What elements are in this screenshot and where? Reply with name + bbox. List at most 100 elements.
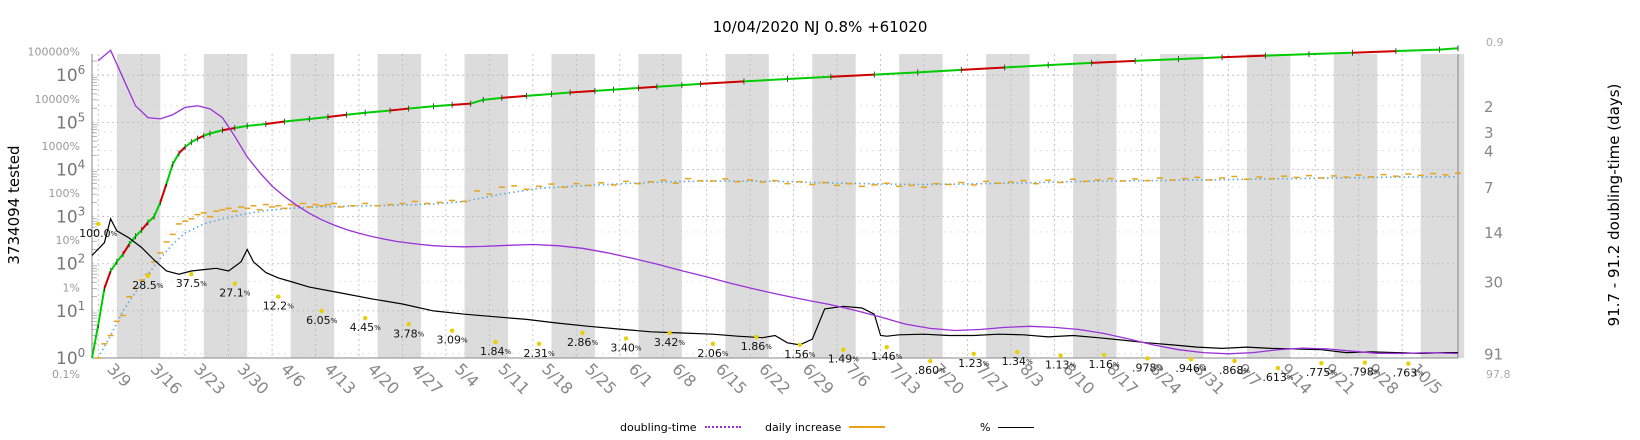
annotation-unit: % bbox=[635, 344, 642, 352]
x-tick-label: 5/18 bbox=[538, 359, 577, 398]
tested-segment bbox=[1395, 48, 1440, 53]
tested-segment bbox=[122, 243, 131, 255]
annotation-label: 1.34% bbox=[1002, 355, 1034, 368]
chart-title: 10/04/2020 NJ 0.8% +61020 bbox=[712, 18, 928, 36]
doubling-time-line bbox=[97, 49, 1459, 355]
annotation-layer: 100.0% 28.5% 37.5% 27.1% 12.2% 6.05% 4.45% 3.78… bbox=[79, 221, 1425, 384]
x-tick-label: 3/30 bbox=[234, 359, 273, 398]
annotation-label: 1.49% bbox=[828, 353, 860, 366]
tested-segment bbox=[184, 141, 192, 148]
y-tick-exponent: 5 bbox=[78, 110, 86, 124]
tested-segment bbox=[165, 163, 174, 184]
y-tick-label-left: 101 bbox=[56, 299, 85, 322]
legend-label-daily-increase: daily increase bbox=[765, 420, 842, 434]
annotation-unit: % bbox=[1070, 361, 1077, 369]
legend-swatch-doubling-time bbox=[704, 426, 741, 428]
annotation-marker bbox=[406, 322, 411, 327]
y-tick-label-left: 106 bbox=[56, 63, 85, 86]
annotation-unit: % bbox=[591, 339, 598, 347]
annotation-label: 3.40% bbox=[610, 341, 642, 354]
annotation-marker bbox=[449, 328, 455, 333]
annotation-label: 1.23% bbox=[958, 357, 990, 370]
annotation-marker bbox=[710, 341, 716, 347]
y-axis-label-left: 3734094 tested bbox=[4, 145, 24, 264]
x-tick-label: 6/22 bbox=[755, 359, 794, 398]
tested-segment bbox=[159, 183, 168, 203]
annotation-label: .763% bbox=[1393, 367, 1425, 380]
tested-segment bbox=[197, 134, 205, 140]
y-right-bottom-label: 97.8 bbox=[1486, 368, 1511, 381]
y-tick-label-right: 4 bbox=[1484, 143, 1494, 161]
tested-segment bbox=[309, 115, 329, 120]
annotation-marker bbox=[493, 339, 498, 345]
tested-segment bbox=[830, 73, 875, 78]
annotation-label: .946% bbox=[1175, 362, 1207, 375]
annotation-marker bbox=[971, 351, 976, 356]
tested-segment bbox=[570, 89, 596, 94]
annotation-label: 1.86% bbox=[741, 340, 773, 353]
tested-segment bbox=[327, 113, 347, 118]
tested-segment bbox=[109, 261, 118, 272]
annotation-label: 1.56% bbox=[784, 348, 816, 361]
annotation-marker bbox=[1101, 352, 1107, 358]
annotation-label: 1.16% bbox=[1089, 358, 1121, 371]
weekend-band bbox=[116, 54, 161, 358]
y-tick-label-left: 100 bbox=[56, 346, 85, 369]
annotation-unit: % bbox=[1026, 358, 1033, 366]
legend-item-percent: % bbox=[980, 419, 1035, 435]
tested-segment bbox=[961, 66, 1005, 71]
annotation-marker bbox=[319, 308, 324, 314]
x-tick-label: 3/9 bbox=[103, 359, 135, 391]
annotation-unit: % bbox=[157, 282, 164, 290]
tested-segment bbox=[452, 102, 471, 106]
annotation-marker bbox=[363, 315, 368, 321]
tested-segment bbox=[656, 84, 682, 88]
tested-segment bbox=[178, 146, 186, 155]
tested-segment bbox=[408, 105, 434, 110]
tested-segment bbox=[203, 132, 211, 137]
tested-segment bbox=[681, 82, 701, 87]
annotation-marker bbox=[1058, 353, 1063, 358]
annotation-label: 28.5% bbox=[132, 279, 164, 292]
legend-item-daily-increase: daily increase bbox=[765, 419, 886, 435]
annotation-unit: % bbox=[461, 337, 468, 345]
tested-segment bbox=[103, 270, 112, 289]
weekend-band bbox=[464, 54, 509, 358]
annotation-label: 2.06% bbox=[697, 347, 729, 360]
tested-segment bbox=[222, 126, 235, 132]
y-axis-label-left-text: 3734094 tested bbox=[5, 145, 23, 265]
annotation-label: 2.86% bbox=[567, 336, 599, 349]
annotation-label: 2.31% bbox=[523, 347, 555, 360]
y-tick-label-right: 30 bbox=[1484, 273, 1503, 291]
annotation-unit: % bbox=[896, 353, 903, 361]
annotation-marker bbox=[1362, 360, 1368, 365]
legend-swatch-percent bbox=[998, 426, 1035, 428]
annotation-marker bbox=[1014, 349, 1020, 355]
tested-segment bbox=[1048, 61, 1092, 67]
annotation-marker bbox=[145, 273, 151, 279]
tested-segment bbox=[265, 120, 285, 126]
daily-average-line bbox=[97, 176, 1459, 359]
weekend-band bbox=[1159, 54, 1204, 358]
annotation-label: .798% bbox=[1349, 366, 1381, 379]
annotation-marker bbox=[232, 281, 238, 286]
tested-segment bbox=[874, 71, 918, 76]
tested-segment bbox=[190, 137, 199, 144]
weekend-band bbox=[1073, 54, 1117, 358]
x-tick-label: 6/15 bbox=[712, 359, 751, 398]
annotation-marker bbox=[1145, 356, 1150, 361]
tested-segment bbox=[346, 111, 366, 116]
annotation-label: 1.13% bbox=[1045, 358, 1077, 371]
annotation-unit: % bbox=[374, 324, 381, 332]
tested-segment bbox=[389, 107, 409, 112]
grid-lines bbox=[92, 54, 1458, 359]
tested-segment bbox=[147, 215, 155, 224]
annotation-marker bbox=[1275, 365, 1281, 371]
tested-segment bbox=[171, 152, 180, 165]
legend-swatch-daily-increase bbox=[849, 426, 886, 428]
tested-segment bbox=[638, 85, 658, 90]
annotation-marker bbox=[1232, 358, 1237, 364]
annotation-label: 12.2% bbox=[263, 300, 295, 313]
annotation-label: 3.78% bbox=[393, 327, 425, 340]
tested-segment bbox=[470, 98, 484, 105]
